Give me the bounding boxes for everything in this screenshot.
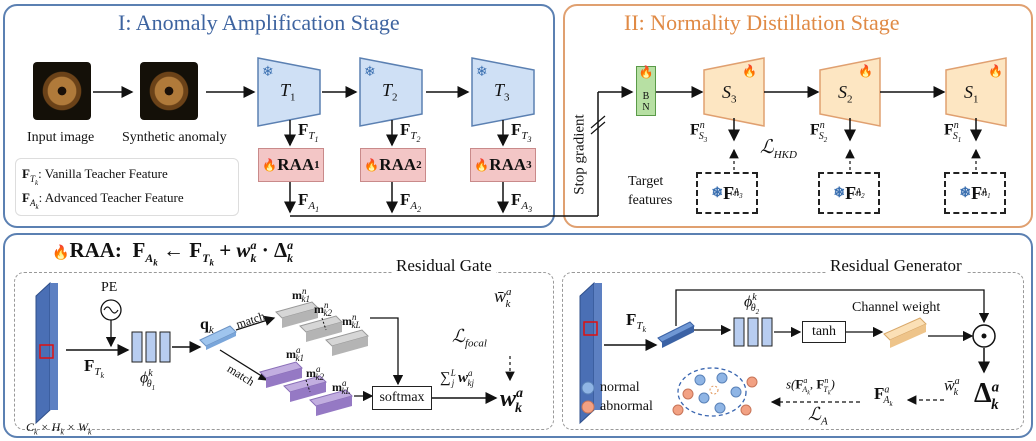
trainable-icon: 🔥 bbox=[988, 64, 1003, 78]
student-feature-2: FnS2 bbox=[810, 120, 828, 144]
raa-formula: 🔥RAA: FAk ← FTk + wak · Δak bbox=[52, 238, 294, 268]
synthetic-anomaly-label: Synthetic anomaly bbox=[122, 130, 227, 145]
legend-vanilla: FTk: Vanilla Teacher Feature bbox=[22, 166, 168, 187]
w-bar-generator: w̄ak bbox=[944, 376, 960, 398]
frozen-icon: ❄ bbox=[364, 65, 376, 80]
bn-letter-n: N bbox=[642, 102, 650, 113]
pe-label: PE bbox=[101, 280, 118, 295]
raa-block-1: 🔥 RAA 1 bbox=[258, 148, 324, 182]
legend-abnormal: abnormal bbox=[600, 399, 653, 414]
target-features-label: Target features bbox=[628, 174, 673, 208]
trainable-icon: 🔥 bbox=[742, 64, 757, 78]
teacher-label-3: T3 bbox=[494, 80, 510, 104]
generator-feature-label: FaAk bbox=[874, 384, 893, 409]
student-feature-3: FnS3 bbox=[690, 120, 708, 144]
normal-key-2: mnk2 bbox=[314, 300, 332, 319]
teacher-feature-3: FT3 bbox=[511, 120, 532, 145]
channel-weight-label: Channel weight bbox=[852, 300, 941, 315]
abnormal-key-1: mak1 bbox=[286, 345, 304, 364]
residual-gate-panel bbox=[14, 272, 554, 430]
legend-advanced: FAk: Advanced Teacher Feature bbox=[22, 190, 184, 211]
similarity-label: s(FaAk, FnTk) bbox=[786, 376, 835, 397]
abnormal-keys bbox=[259, 361, 353, 416]
student-feature-1: FnS1 bbox=[944, 120, 962, 144]
abnormal-key-2: mak2 bbox=[306, 364, 324, 383]
legend-advanced-text: : Advanced Teacher Feature bbox=[38, 190, 184, 205]
teacher-feature-2: FT2 bbox=[400, 120, 421, 145]
stage2-panel bbox=[563, 4, 1033, 228]
batch-norm-block: 🔥 B N bbox=[636, 65, 656, 116]
w-output: wak bbox=[500, 386, 524, 416]
teacher-label-2: T2 bbox=[382, 80, 398, 104]
feature-legend bbox=[15, 158, 239, 216]
frozen-icon: ❄ bbox=[959, 185, 972, 201]
raa-block-2: 🔥 RAA 2 bbox=[360, 148, 426, 182]
phi-theta1: ϕkθ1 bbox=[140, 368, 156, 392]
student-label-1: S1 bbox=[964, 82, 979, 106]
trainable-icon: 🔥 bbox=[52, 246, 70, 261]
trainable-icon: 🔥 bbox=[858, 64, 873, 78]
stage1-panel bbox=[3, 4, 555, 228]
tanh-box: tanh bbox=[802, 321, 846, 343]
w-bar-gate: w̄ak bbox=[494, 286, 512, 310]
raa-panel bbox=[3, 233, 1033, 438]
phi-theta2: ϕkθ2 bbox=[744, 292, 760, 316]
frozen-icon: ❄ bbox=[262, 65, 274, 80]
sum-weights: ∑Lj wakj bbox=[440, 368, 474, 388]
student-s2-shape bbox=[819, 57, 881, 127]
frozen-icon: ❄ bbox=[476, 65, 488, 80]
legend-normal: normal bbox=[600, 380, 640, 395]
residual-generator-title: Residual Generator bbox=[826, 256, 966, 276]
la-loss: ℒA bbox=[808, 404, 828, 428]
generator-input-feature: FTk bbox=[626, 310, 647, 335]
teacher-feature-1: FT1 bbox=[298, 120, 319, 145]
teacher-t2-shape bbox=[359, 57, 423, 127]
legend-vanilla-text: : Vanilla Teacher Feature bbox=[38, 166, 168, 181]
student-s1-shape bbox=[945, 57, 1007, 127]
trainable-icon: 🔥 bbox=[638, 65, 654, 79]
softmax-box: softmax bbox=[372, 386, 432, 410]
frozen-icon: ❄ bbox=[711, 185, 724, 201]
hkd-loss: ℒHKD bbox=[760, 137, 797, 161]
gate-input-feature: FTk bbox=[84, 356, 105, 381]
advanced-feature-2: FA2 bbox=[400, 190, 422, 215]
gate-input-dims: Ck × Hk × Wk bbox=[26, 420, 92, 437]
stage1-title: I: Anomaly Amplification Stage bbox=[118, 10, 400, 35]
bn-letter-b: B bbox=[642, 91, 650, 102]
query-label: qk bbox=[200, 316, 214, 337]
normal-key-1: mnk1 bbox=[292, 286, 310, 305]
abnormal-key-l: makL bbox=[332, 378, 351, 397]
stop-gradient-label: Stop gradient bbox=[571, 114, 588, 195]
frozen-icon: ❄ bbox=[833, 185, 846, 201]
advanced-feature-1: FA1 bbox=[298, 190, 320, 215]
delta-output: Δak bbox=[974, 378, 1000, 413]
student-label-2: S2 bbox=[838, 82, 853, 106]
advanced-feature-3: FA3 bbox=[511, 190, 533, 215]
focal-loss: ℒfocal bbox=[452, 326, 487, 350]
synthetic-anomaly-image bbox=[140, 62, 198, 120]
teacher-label-1: T1 bbox=[280, 80, 296, 104]
normal-keys bbox=[275, 301, 369, 356]
stage2-title: II: Normality Distillation Stage bbox=[624, 10, 900, 35]
raa-header: RAA: bbox=[69, 238, 122, 262]
teacher-t3-shape bbox=[471, 57, 535, 127]
teacher-t1-shape bbox=[257, 57, 321, 127]
student-label-3: S3 bbox=[722, 82, 737, 106]
input-image bbox=[33, 62, 91, 120]
residual-gate-title: Residual Gate bbox=[392, 256, 496, 276]
student-s3-shape bbox=[703, 57, 765, 127]
normal-key-l: mnkL bbox=[342, 312, 361, 331]
raa-block-3: 🔥 RAA 3 bbox=[470, 148, 536, 182]
input-image-label: Input image bbox=[27, 130, 95, 145]
residual-generator-panel bbox=[562, 272, 1024, 430]
